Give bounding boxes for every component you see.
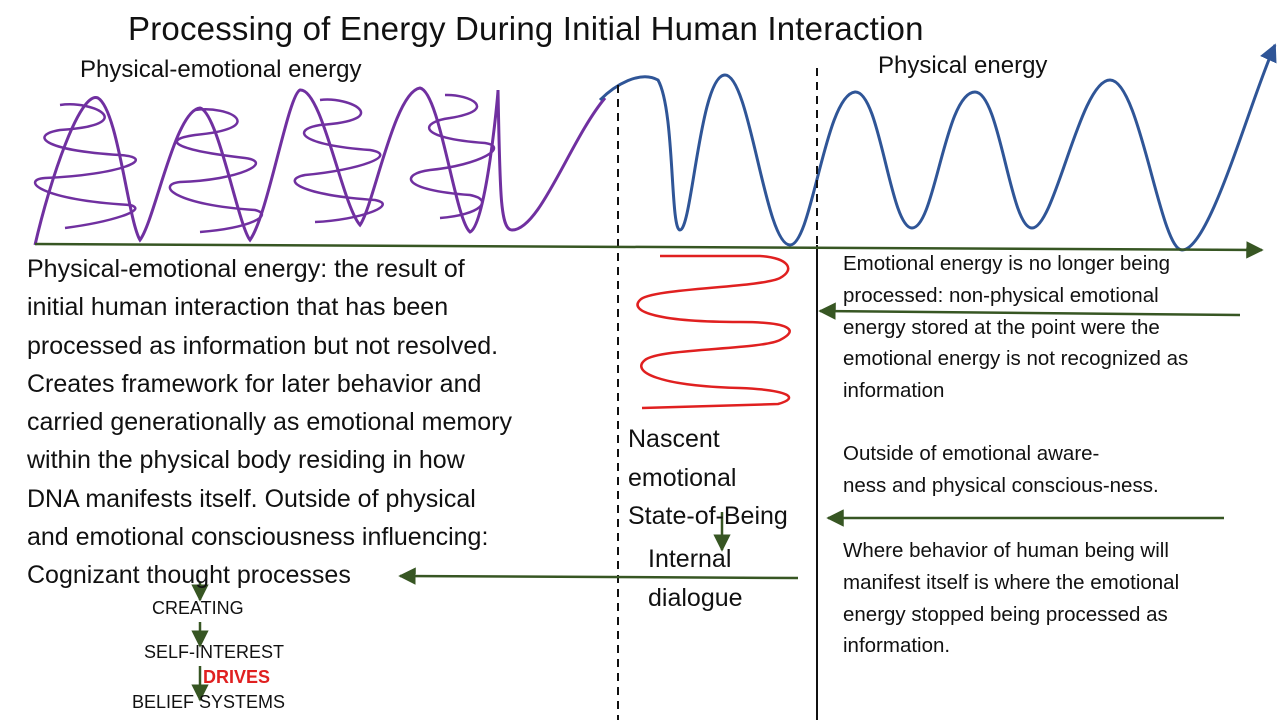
arrow-stored bbox=[818, 302, 1241, 320]
chain-self-interest: SELF-INTEREST bbox=[144, 642, 285, 662]
baseline-arrow bbox=[34, 241, 1264, 259]
page-title: Processing of Energy During Initial Huma… bbox=[128, 10, 924, 47]
purple-loops bbox=[33, 93, 496, 234]
purple-wave bbox=[33, 86, 607, 246]
right-text-block-2: Outside of emotional aware- ness and phy… bbox=[843, 442, 1159, 497]
chain-belief-systems: BELIEF SYSTEMS bbox=[132, 692, 286, 712]
blue-wave bbox=[598, 43, 1277, 252]
chain-drives: DRIVES bbox=[203, 667, 271, 687]
label-physical-emotional-energy: Physical-emotional energy bbox=[80, 56, 362, 83]
right-text-block-1: Emotional energy is no longer being proc… bbox=[843, 252, 1189, 403]
arrow-cognizant bbox=[398, 567, 799, 585]
red-wave bbox=[636, 254, 791, 410]
chain-creating: CREATING bbox=[152, 598, 244, 618]
right-text-block-3: Where behavior of human being will manif… bbox=[843, 539, 1180, 658]
internal-dialogue-label: Internal dialogue bbox=[648, 545, 743, 612]
left-description: Physical-emotional energy: the result of… bbox=[27, 255, 512, 590]
nascent-label: Nascent emotional State-of-Being bbox=[628, 425, 788, 530]
label-physical-energy: Physical energy bbox=[878, 52, 1048, 79]
